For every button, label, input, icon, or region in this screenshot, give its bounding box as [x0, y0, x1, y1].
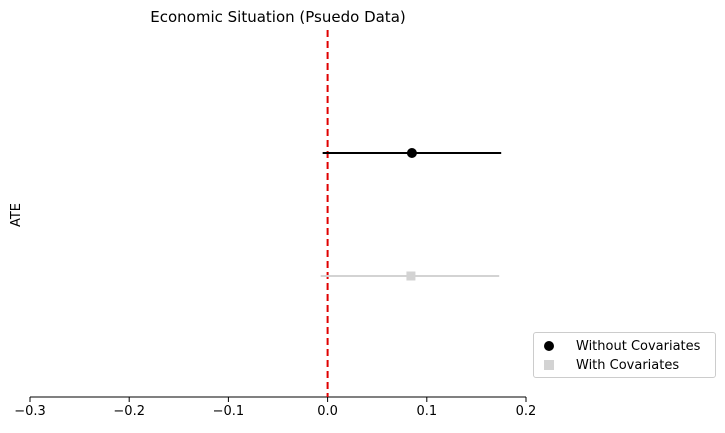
x-tick-label: −0.3 — [14, 404, 46, 419]
legend-label: Without Covariates — [576, 338, 701, 354]
legend-item-without-covariates: Without Covariates — [544, 337, 700, 355]
x-tick-label: 0.2 — [516, 404, 537, 419]
x-tick-label: 0.0 — [317, 404, 338, 419]
x-tick-label: −0.1 — [213, 404, 245, 419]
estimates-group — [320, 148, 502, 281]
x-tick-label: −0.2 — [113, 404, 145, 419]
circle-marker-icon — [544, 341, 554, 351]
x-axis-ticks: −0.3 −0.2 −0.1 0.0 0.1 0.2 — [14, 397, 536, 419]
y-axis-label: ATE — [9, 203, 24, 227]
point-estimate — [406, 148, 417, 158]
chart-title: Economic Situation (Psuedo Data) — [150, 8, 405, 26]
legend-label: With Covariates — [576, 357, 680, 373]
legend: Without Covariates With Covariates — [533, 332, 716, 378]
point-estimate — [406, 271, 416, 281]
x-tick-label: 0.1 — [416, 404, 437, 419]
square-marker-icon — [544, 360, 554, 370]
legend-item-with-covariates: With Covariates — [544, 356, 679, 374]
